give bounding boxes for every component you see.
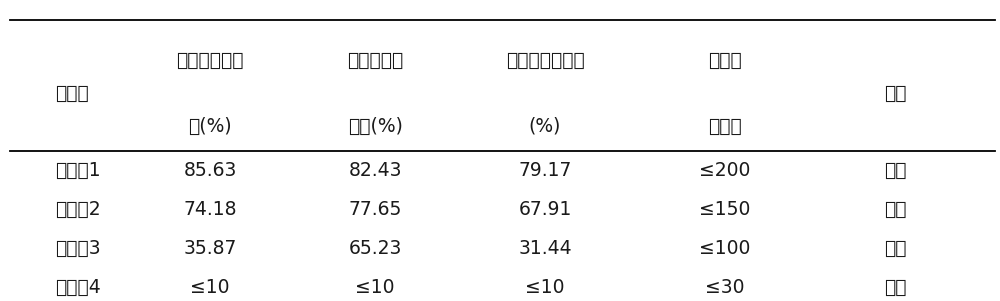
- Text: 31.44: 31.44: [518, 239, 572, 258]
- Text: 实施例3: 实施例3: [55, 239, 101, 258]
- Text: 77.65: 77.65: [348, 200, 402, 219]
- Text: （天）: （天）: [708, 117, 742, 136]
- Text: 67.91: 67.91: [518, 200, 572, 219]
- Text: 65.23: 65.23: [348, 239, 402, 258]
- Text: 实施例2: 实施例2: [55, 200, 101, 219]
- Text: 实施例1: 实施例1: [55, 160, 101, 180]
- Text: ≤10: ≤10: [525, 278, 565, 297]
- Text: 74.18: 74.18: [183, 200, 237, 219]
- Text: 较佳: 较佳: [884, 160, 906, 180]
- Text: 对酵母菌抑: 对酵母菌抑: [347, 51, 403, 70]
- Text: 对细菌的抑菌率: 对细菌的抑菌率: [506, 51, 584, 70]
- Text: 实验组: 实验组: [55, 84, 89, 103]
- Text: 较佳: 较佳: [884, 200, 906, 219]
- Text: 一般: 一般: [884, 239, 906, 258]
- Text: 一般: 一般: [884, 278, 906, 297]
- Text: 82.43: 82.43: [348, 160, 402, 180]
- Text: ≤200: ≤200: [699, 160, 751, 180]
- Text: 口感: 口感: [884, 84, 906, 103]
- Text: (%): (%): [529, 117, 561, 136]
- Text: 对霉菌的抑菌: 对霉菌的抑菌: [176, 51, 244, 70]
- Text: ≤10: ≤10: [355, 278, 395, 297]
- Text: 85.63: 85.63: [183, 160, 237, 180]
- Text: ≤150: ≤150: [699, 200, 751, 219]
- Text: ≤100: ≤100: [699, 239, 751, 258]
- Text: 储存期: 储存期: [708, 51, 742, 70]
- Text: 率(%): 率(%): [188, 117, 232, 136]
- Text: 35.87: 35.87: [183, 239, 237, 258]
- Text: ≤10: ≤10: [190, 278, 230, 297]
- Text: 菌率(%): 菌率(%): [348, 117, 402, 136]
- Text: 实施例4: 实施例4: [55, 278, 101, 297]
- Text: 79.17: 79.17: [518, 160, 572, 180]
- Text: ≤30: ≤30: [705, 278, 745, 297]
